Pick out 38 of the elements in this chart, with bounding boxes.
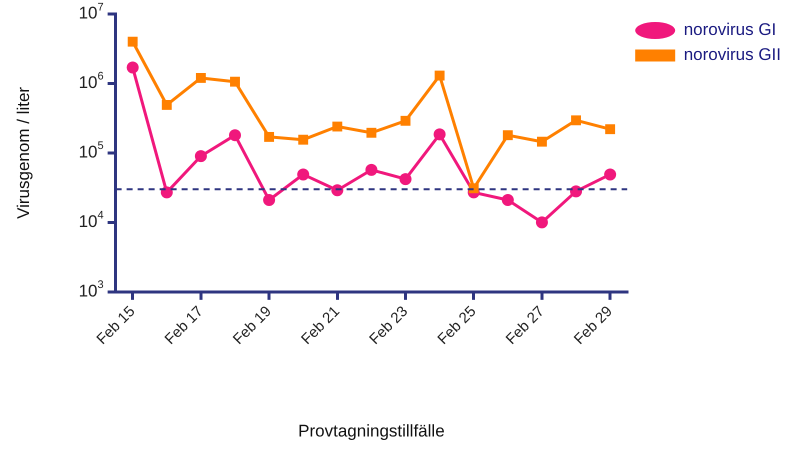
- point: [365, 164, 378, 176]
- x-tick-label: Feb 19: [230, 302, 275, 348]
- x-tick-label: Feb 15: [93, 302, 138, 348]
- point: [263, 194, 276, 206]
- point: [366, 128, 376, 138]
- point: [571, 115, 581, 126]
- point: [298, 134, 308, 145]
- legend-label: norovirus GII: [684, 45, 781, 64]
- point: [332, 122, 342, 132]
- point: [536, 136, 547, 147]
- point: [502, 130, 513, 140]
- point: [400, 173, 412, 186]
- point: [434, 128, 446, 140]
- point: [230, 76, 240, 87]
- x-tick-label: Feb 17: [162, 302, 207, 348]
- x-axis-title: Provtagningstillfälle: [298, 421, 445, 440]
- point: [160, 186, 173, 198]
- y-axis-title: Virusgenom / liter: [14, 86, 33, 219]
- x-tick-label: Feb 25: [434, 302, 480, 348]
- point: [162, 100, 172, 110]
- x-tick-label: Feb 21: [298, 302, 344, 348]
- point: [502, 194, 514, 206]
- point: [264, 132, 274, 142]
- point: [605, 124, 616, 134]
- point: [536, 216, 548, 228]
- point: [434, 70, 445, 80]
- x-tick-label: Feb 27: [502, 302, 548, 348]
- point: [128, 36, 138, 47]
- legend-label: norovirus GI: [684, 20, 776, 40]
- point: [126, 61, 139, 74]
- point: [604, 168, 616, 180]
- point: [194, 150, 207, 162]
- point: [228, 129, 241, 142]
- point: [400, 116, 410, 126]
- x-tick-label: Feb 29: [570, 302, 616, 348]
- point: [297, 168, 310, 180]
- x-tick-label: Feb 23: [366, 302, 412, 348]
- point: [196, 73, 206, 83]
